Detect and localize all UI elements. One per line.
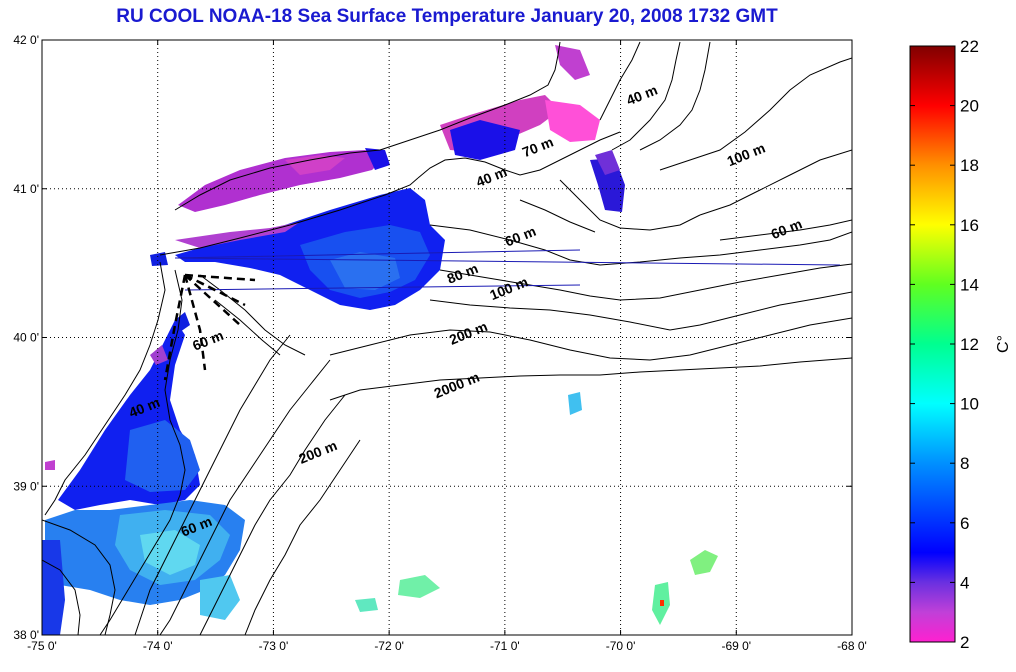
colorbar-tick-label: 18	[960, 156, 979, 175]
colorbar-tick-label: 4	[960, 573, 969, 592]
lat-tick-label: 40 0'	[13, 331, 39, 345]
colorbar-tick-label: 16	[960, 216, 979, 235]
colorbar-ticks: 22 20 18 16 14 12 10 8 6 4 2	[910, 37, 979, 652]
sst-data-layer	[42, 45, 718, 635]
lon-tick-label: -74 0'	[143, 639, 173, 653]
lon-tick-label: -69 0'	[721, 639, 751, 653]
lon-tick-label: -73 0'	[259, 639, 289, 653]
colorbar-tick-label: 12	[960, 335, 979, 354]
map-title: RU COOL NOAA-18 Sea Surface Temperature …	[116, 6, 778, 27]
colorbar: 22 20 18 16 14 12 10 8 6 4 2 C°	[909, 37, 1012, 652]
lon-tick-label: -70 0'	[606, 639, 636, 653]
lat-tick-label: 41 0'	[13, 182, 39, 196]
transect-lines	[163, 249, 841, 381]
longitude-ticks: -75 0' -74 0' -73 0' -72 0' -71 0' -70 0' -69 …	[27, 40, 867, 653]
colorbar-tick-label: 22	[960, 37, 979, 56]
colorbar-tick-label: 8	[960, 454, 969, 473]
lat-tick-label: 39 0'	[13, 479, 39, 493]
lat-tick-label: 42 0'	[13, 33, 39, 47]
colorbar-tick-label: 14	[960, 275, 979, 294]
lon-tick-label: -75 0'	[27, 639, 57, 653]
colorbar-scale	[909, 45, 956, 643]
bathymetry-contours	[42, 41, 852, 635]
lon-tick-label: -71 0'	[490, 639, 520, 653]
lat-lon-grid	[42, 40, 852, 635]
colorbar-tick-label: 6	[960, 514, 969, 533]
lat-tick-label: 38 0'	[13, 628, 39, 642]
lon-tick-label: -68 0'	[837, 639, 867, 653]
lon-tick-label: -72 0'	[374, 639, 404, 653]
colorbar-unit-label: C°	[995, 335, 1012, 353]
colorbar-tick-label: 2	[960, 633, 969, 652]
colorbar-tick-label: 20	[960, 97, 979, 116]
latitude-ticks: 38 0' 39 0' 40 0' 41 0' 42 0'	[13, 33, 852, 642]
colorbar-tick-label: 10	[960, 395, 979, 414]
